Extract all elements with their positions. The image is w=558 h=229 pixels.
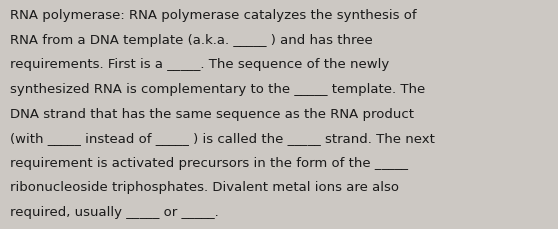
Text: ribonucleoside triphosphates. Divalent metal ions are also: ribonucleoside triphosphates. Divalent m… (10, 181, 399, 194)
Text: synthesized RNA is complementary to the _____ template. The: synthesized RNA is complementary to the … (10, 83, 425, 96)
Text: (with _____ instead of _____ ) is called the _____ strand. The next: (with _____ instead of _____ ) is called… (10, 132, 435, 145)
Text: requirements. First is a _____. The sequence of the newly: requirements. First is a _____. The sequ… (10, 58, 389, 71)
Text: DNA strand that has the same sequence as the RNA product: DNA strand that has the same sequence as… (10, 107, 414, 120)
Text: RNA from a DNA template (a.k.a. _____ ) and has three: RNA from a DNA template (a.k.a. _____ ) … (10, 34, 373, 47)
Text: RNA polymerase: RNA polymerase catalyzes the synthesis of: RNA polymerase: RNA polymerase catalyzes… (10, 9, 417, 22)
Text: required, usually _____ or _____.: required, usually _____ or _____. (10, 205, 219, 218)
Text: requirement is activated precursors in the form of the _____: requirement is activated precursors in t… (10, 156, 408, 169)
